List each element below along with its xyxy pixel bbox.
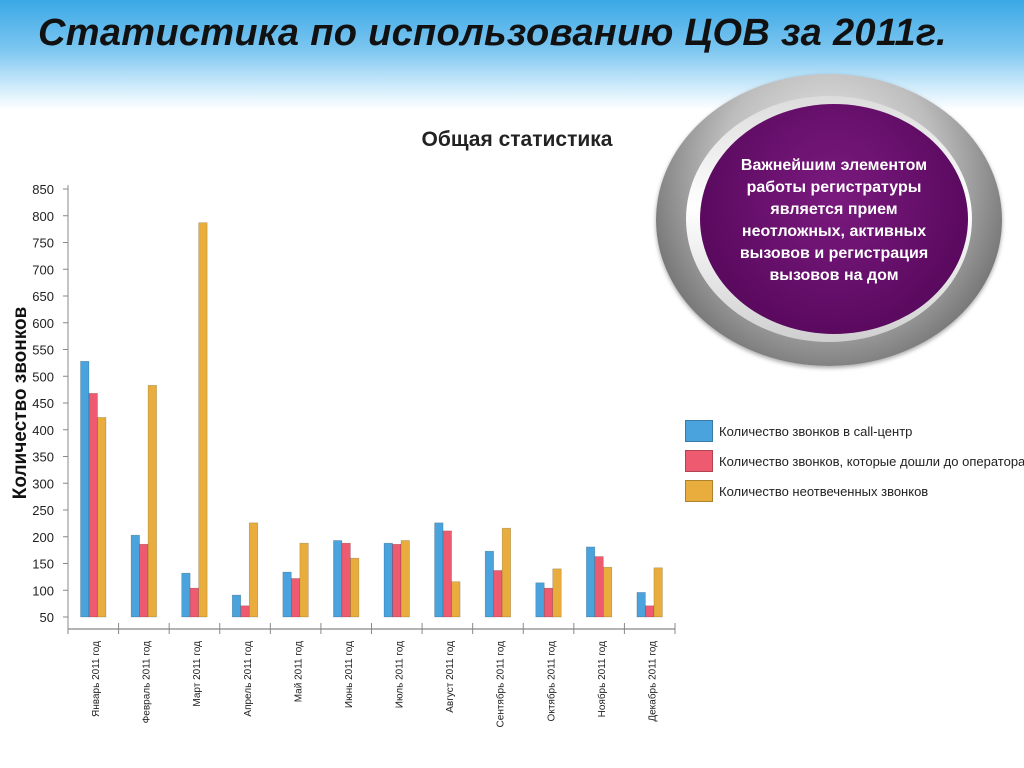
bar-0-0	[80, 360, 90, 618]
bar-0-2	[181, 572, 191, 618]
x-tick-label-7: Август 2011 год	[445, 641, 456, 713]
x-tick-label-3: Апрель 2011 год	[243, 641, 254, 717]
y-tick-label-100: 100	[32, 583, 54, 598]
bar-1-0	[88, 393, 98, 618]
bar-2-5	[350, 557, 360, 618]
bar-2-3	[248, 522, 259, 618]
y-tick-label-700: 700	[32, 262, 54, 277]
bar-1-3	[240, 605, 250, 618]
legend-label-calls: Количество звонков в call-центр	[719, 423, 913, 439]
info-badge: Важнейшим элементом работы регистратуры …	[700, 104, 968, 334]
legend-label-answered: Количество звонков, которые дошли до опе…	[719, 453, 1024, 469]
y-tick-label-250: 250	[32, 503, 54, 518]
bar-2-6	[400, 540, 410, 618]
bar-0-4	[282, 571, 292, 618]
bar-1-11	[645, 605, 655, 618]
bar-0-10	[586, 546, 596, 618]
bar-1-10	[594, 556, 604, 618]
bar-1-5	[341, 542, 351, 618]
y-tick-label-850: 850	[32, 182, 54, 197]
x-tick-label-5: Июнь 2011 год	[344, 641, 355, 708]
bar-2-0	[97, 417, 107, 618]
x-tick-label-1: Февраль 2011 год	[142, 641, 153, 723]
bar-0-9	[535, 582, 545, 618]
y-tick-label-400: 400	[32, 423, 54, 438]
y-axis-title: Количество звонков	[10, 307, 31, 500]
y-tick-label-600: 600	[32, 316, 54, 331]
bar-0-8	[484, 550, 494, 618]
y-tick-label-450: 450	[32, 396, 54, 411]
bar-0-7	[434, 522, 444, 618]
bar-2-2	[198, 222, 208, 618]
bar-1-8	[493, 570, 503, 618]
legend-swatch-unanswered	[685, 480, 713, 502]
legend-label-unanswered: Количество неотвеченных звонков	[719, 483, 929, 499]
x-tick-label-6: Июль 2011 год	[395, 641, 406, 708]
chart-legend: Количество звонков в call-центр Количест…	[685, 420, 1024, 510]
bar-1-6	[392, 543, 402, 618]
x-tick-label-0: Январь 2011 год	[91, 641, 102, 717]
y-tick-label-350: 350	[32, 450, 54, 465]
y-tick-label-50: 50	[40, 610, 54, 625]
bar-1-2	[189, 587, 199, 618]
bar-2-11	[653, 567, 663, 618]
bar-0-6	[383, 542, 393, 618]
legend-item-unanswered: Количество неотвеченных звонков	[685, 480, 1024, 502]
x-tick-label-2: Март 2011 год	[192, 641, 203, 707]
bar-1-4	[291, 578, 301, 618]
x-tick-label-4: Май 2011 год	[293, 641, 304, 702]
y-tick-label-800: 800	[32, 209, 54, 224]
x-tick-label-11: Декабрь 2011 год	[646, 641, 658, 722]
bar-2-9	[552, 568, 562, 618]
bar-2-8	[501, 527, 511, 618]
legend-swatch-answered	[685, 450, 713, 472]
legend-item-calls: Количество звонков в call-центр	[685, 420, 1024, 442]
y-tick-label-300: 300	[32, 476, 54, 491]
bar-1-7	[442, 530, 452, 618]
bar-2-4	[299, 542, 309, 618]
bar-0-5	[333, 540, 343, 618]
slide-title: Статистика по использованию ЦОВ за 2011г…	[38, 12, 947, 54]
bar-1-9	[543, 587, 554, 618]
y-tick-label-500: 500	[32, 369, 54, 384]
bar-0-3	[231, 594, 242, 618]
y-tick-label-650: 650	[32, 289, 54, 304]
y-tick-label-200: 200	[32, 530, 54, 545]
bar-0-11	[636, 592, 646, 618]
x-tick-label-9: Октябрь 2011 год	[545, 641, 557, 722]
y-tick-label-150: 150	[32, 557, 54, 572]
x-tick-label-8: Сентябрь 2011 год	[495, 641, 507, 728]
bar-2-10	[603, 566, 613, 618]
chart-title-text: Общая статистика	[421, 128, 613, 151]
bar-2-7	[451, 581, 461, 618]
x-tick-label-10: Ноябрь 2011 год	[596, 641, 608, 718]
badge-text: Важнейшим элементом работы регистратуры …	[739, 157, 929, 284]
y-tick-label-550: 550	[32, 343, 54, 358]
bar-1-1	[139, 543, 149, 618]
legend-swatch-calls	[685, 420, 713, 442]
bar-2-1	[147, 385, 157, 618]
legend-item-answered: Количество звонков, которые дошли до опе…	[685, 450, 1024, 472]
chart-title: Общая статистика	[0, 128, 1024, 152]
y-tick-label-750: 750	[32, 236, 54, 251]
bar-0-1	[130, 534, 140, 618]
